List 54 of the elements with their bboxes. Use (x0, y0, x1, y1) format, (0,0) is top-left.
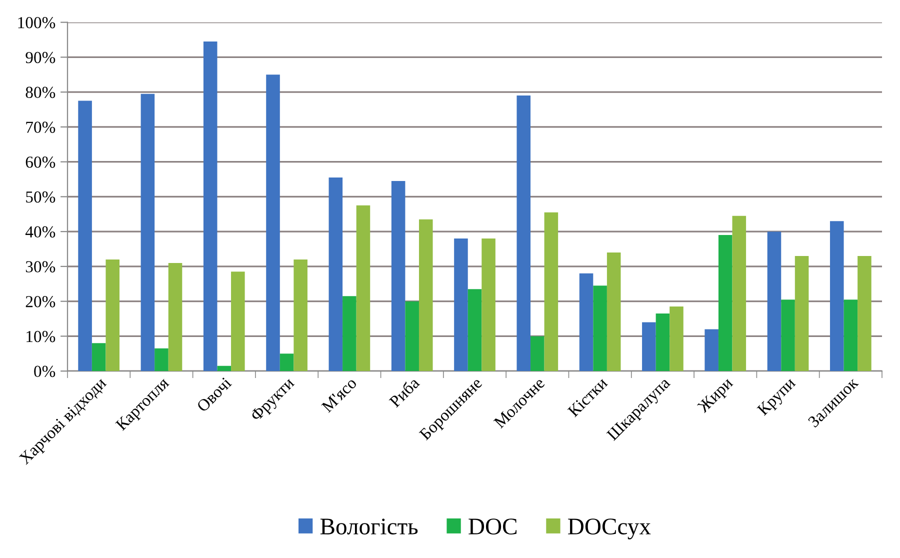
bar (342, 296, 356, 372)
legend-label: DOC (468, 518, 517, 534)
bar (830, 221, 844, 372)
bar (391, 181, 406, 372)
bar (294, 259, 308, 372)
bar (203, 42, 218, 372)
bar (732, 216, 746, 372)
y-tick-label: 10% (26, 330, 56, 342)
bar (530, 336, 544, 372)
bar (280, 354, 294, 372)
bar (140, 94, 155, 372)
bar (858, 256, 872, 372)
bar (704, 329, 718, 372)
bar (767, 232, 782, 372)
y-tick-label: 70% (26, 122, 56, 133)
y-tick-label: 20% (26, 296, 56, 308)
y-tick-label: 0% (34, 366, 56, 378)
legend-label: Вологість (320, 518, 418, 534)
y-tick-label: 30% (26, 261, 56, 272)
bar (92, 343, 106, 372)
y-tick-label: 90% (26, 52, 56, 64)
y-tick-label: 80% (26, 86, 56, 98)
bar (593, 286, 607, 372)
bar (794, 256, 809, 372)
bar (418, 219, 433, 372)
bar (468, 289, 482, 372)
bar (356, 205, 370, 372)
bar (482, 238, 496, 372)
bar (78, 100, 92, 372)
bar (579, 273, 594, 372)
legend-label: DOCсух (568, 518, 651, 540)
bar (405, 301, 419, 372)
bar (656, 314, 670, 372)
y-tick-label: 40% (25, 226, 56, 238)
bar (454, 238, 468, 372)
bar (544, 212, 558, 372)
y-tick-label: 50% (26, 191, 56, 203)
bar (231, 272, 245, 372)
bar (217, 366, 232, 372)
bar (516, 96, 531, 372)
bar (154, 348, 168, 372)
bar (266, 74, 280, 372)
bar (670, 306, 684, 372)
y-tick-label: 60% (26, 156, 56, 168)
bar (168, 262, 182, 372)
bar (606, 252, 621, 372)
bar (781, 300, 795, 372)
x-tick-label: Риба (388, 376, 420, 408)
bar (106, 259, 120, 372)
bar (328, 178, 343, 372)
bar (642, 322, 656, 372)
bar (844, 300, 858, 372)
bar (718, 235, 732, 372)
y-tick-label: 100% (18, 17, 56, 28)
